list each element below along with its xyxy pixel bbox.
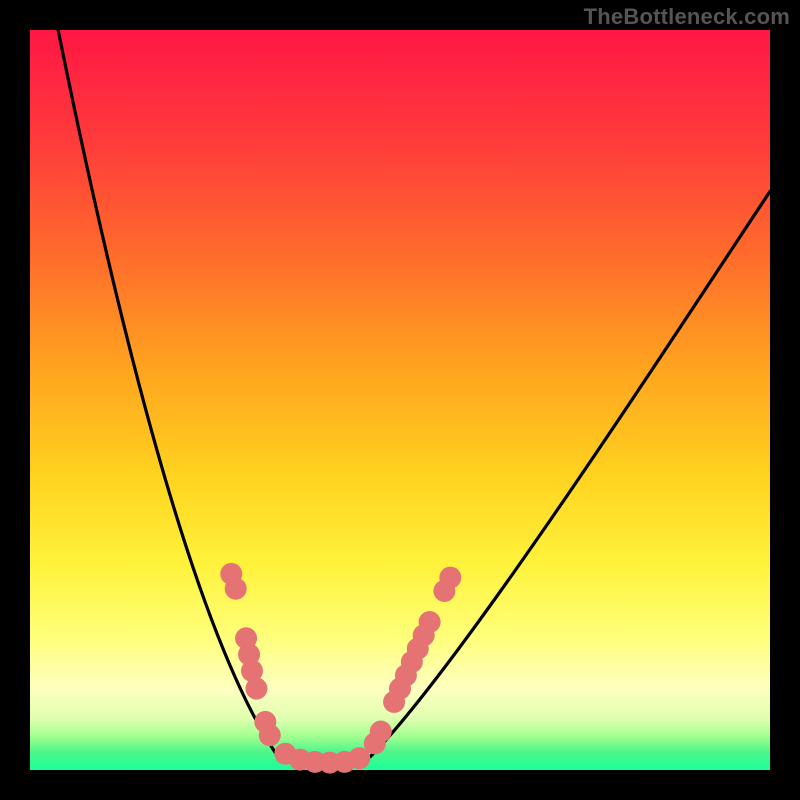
plot-background	[30, 30, 770, 770]
left-upper-dot	[225, 578, 247, 600]
chart-frame: TheBottleneck.com	[0, 0, 800, 800]
right-lower-dot	[370, 721, 392, 743]
watermark-label: TheBottleneck.com	[584, 4, 790, 30]
left-lower-dot	[259, 724, 281, 746]
right-upper-dot	[439, 567, 461, 589]
left-mid-dot	[245, 678, 267, 700]
right-mid-dot	[419, 611, 441, 633]
chart-svg	[0, 0, 800, 800]
